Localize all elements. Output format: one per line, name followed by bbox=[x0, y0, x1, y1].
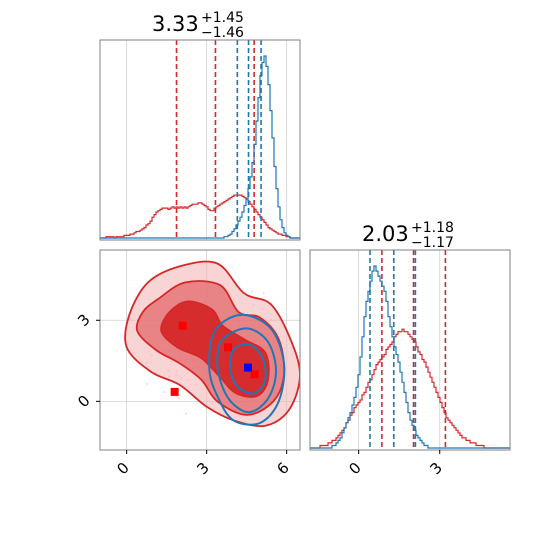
series-1-contour bbox=[216, 327, 278, 414]
series-1-param2-histogram bbox=[310, 265, 510, 449]
series-0-sample-marker bbox=[250, 370, 259, 379]
scatter-point bbox=[250, 291, 253, 294]
series-1-contour bbox=[208, 313, 286, 426]
series-1-param1-histogram bbox=[100, 55, 300, 239]
series-0-sample-marker bbox=[170, 387, 179, 396]
param1-axis-tick-label: 0 bbox=[113, 459, 132, 478]
param1-title-minus: −1.46 bbox=[201, 25, 244, 41]
joint-contour-panel: 0 3 6 0 3 bbox=[74, 249, 301, 478]
param1-title-value: 3.33 bbox=[152, 12, 199, 36]
series-1-contour bbox=[229, 343, 267, 395]
param2-title: 2.03 +1.18 −1.17 bbox=[362, 220, 454, 251]
scatter-point bbox=[163, 391, 165, 393]
param1-histogram-frame bbox=[99, 39, 301, 241]
param2-title-value: 2.03 bbox=[362, 222, 409, 246]
param1-title-plus: +1.45 bbox=[201, 10, 244, 26]
param2-histogram-frame bbox=[309, 249, 511, 451]
param1-axis-tick-label: 6 bbox=[273, 459, 292, 478]
series-0-param2-histogram bbox=[310, 328, 510, 449]
param2-axis-tick-label: 3 bbox=[426, 459, 445, 478]
series-0-sample-marker bbox=[178, 321, 187, 330]
param2-axis-tick-label: 0 bbox=[74, 392, 93, 411]
param2-title-plus: +1.18 bbox=[411, 220, 454, 236]
scatter-point bbox=[146, 383, 149, 385]
series-0-contour bbox=[160, 300, 270, 398]
series-1-sample-marker bbox=[244, 363, 252, 372]
series-0-sample-marker bbox=[224, 343, 232, 352]
param2-title-minus: −1.17 bbox=[411, 235, 454, 251]
param2-axis-tick-label: 0 bbox=[345, 459, 364, 478]
param1-title: 3.33 +1.45 −1.46 bbox=[152, 10, 244, 41]
param1-histogram-panel bbox=[99, 39, 301, 241]
scatter-point bbox=[262, 292, 265, 295]
scatter-point bbox=[185, 412, 187, 415]
series-0-param1-histogram bbox=[100, 194, 300, 239]
scatter-point bbox=[177, 397, 180, 400]
joint-panel-frame bbox=[99, 249, 301, 451]
param1-axis-tick-label: 3 bbox=[193, 459, 212, 478]
param2-axis-tick-label: 3 bbox=[74, 311, 93, 330]
